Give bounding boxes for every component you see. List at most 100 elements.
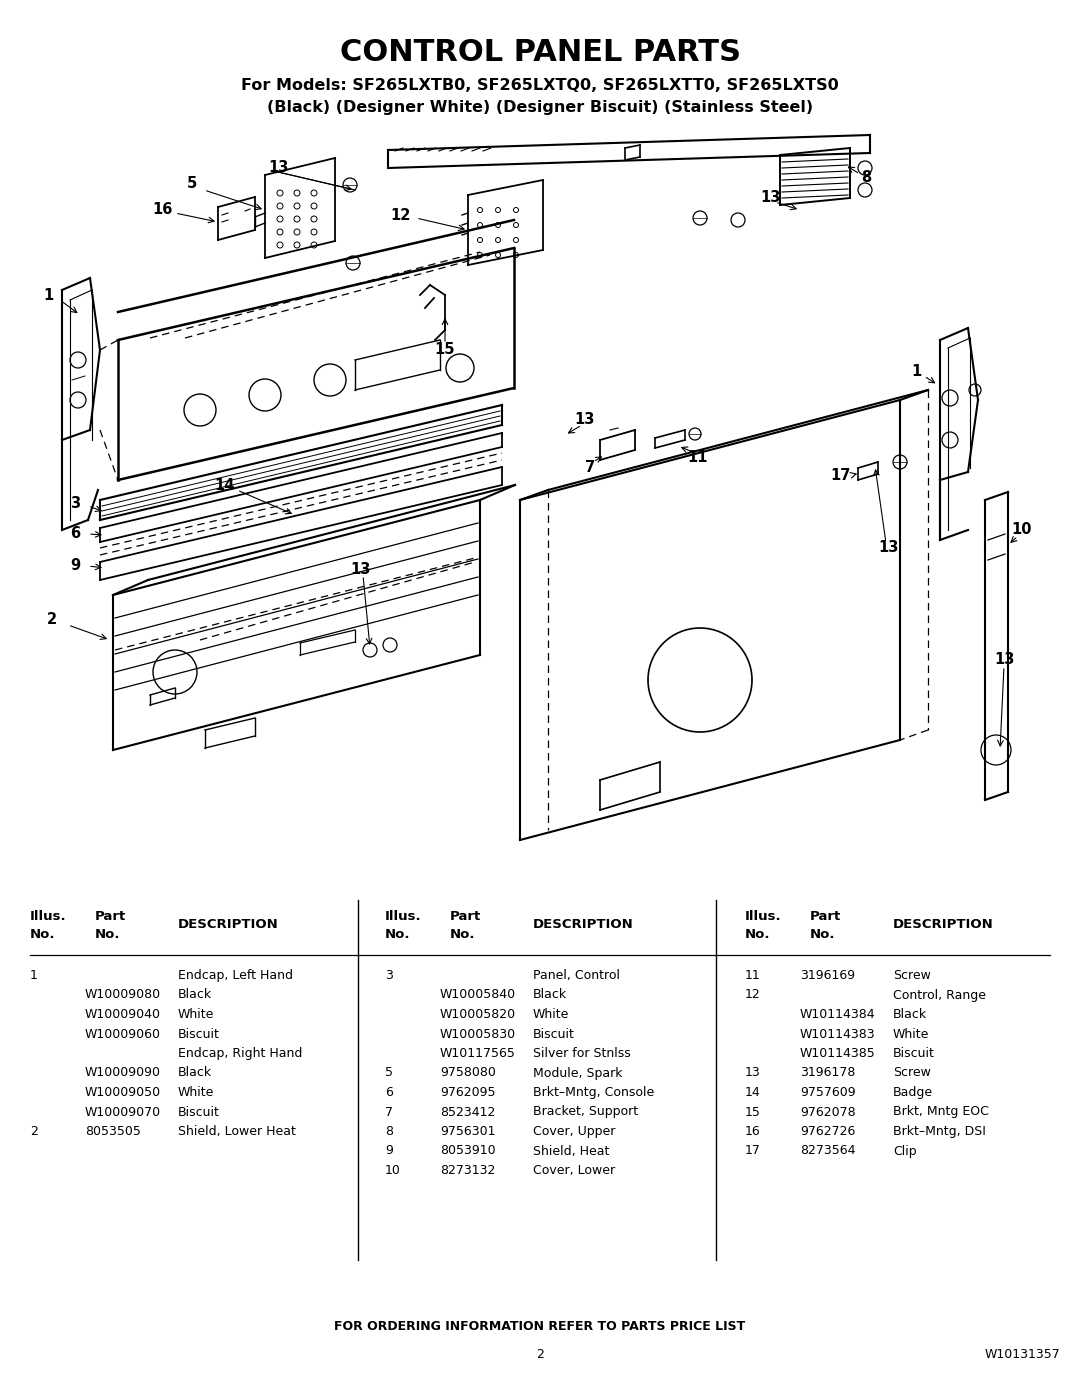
Text: 15: 15 — [435, 342, 456, 358]
Text: 13: 13 — [878, 541, 899, 556]
Text: 6: 6 — [70, 525, 80, 541]
Text: No.: No. — [30, 928, 55, 942]
Text: W10009070: W10009070 — [85, 1105, 161, 1119]
Text: 3196178: 3196178 — [800, 1066, 855, 1080]
Text: 13: 13 — [745, 1066, 760, 1080]
Text: W10114383: W10114383 — [800, 1028, 876, 1041]
Text: Screw: Screw — [893, 1066, 931, 1080]
Text: Part: Part — [810, 909, 841, 923]
Text: FOR ORDERING INFORMATION REFER TO PARTS PRICE LIST: FOR ORDERING INFORMATION REFER TO PARTS … — [335, 1320, 745, 1333]
Text: For Models: SF265LXTB0, SF265LXTQ0, SF265LXTT0, SF265LXTS0: For Models: SF265LXTB0, SF265LXTQ0, SF26… — [241, 78, 839, 94]
Text: W10009060: W10009060 — [85, 1028, 161, 1041]
Text: Black: Black — [178, 989, 212, 1002]
Text: 8053505: 8053505 — [85, 1125, 140, 1139]
Text: 3: 3 — [384, 970, 393, 982]
Text: W10131357: W10131357 — [984, 1348, 1059, 1361]
Text: No.: No. — [384, 928, 410, 942]
Text: 14: 14 — [215, 478, 235, 493]
Text: 10: 10 — [1012, 522, 1032, 538]
Text: 11: 11 — [688, 450, 708, 465]
Text: CONTROL PANEL PARTS: CONTROL PANEL PARTS — [339, 38, 741, 67]
Text: W10114384: W10114384 — [800, 1009, 876, 1021]
Text: No.: No. — [450, 928, 475, 942]
Text: Brkt–Mntg, DSI: Brkt–Mntg, DSI — [893, 1125, 986, 1139]
Text: Panel, Control: Panel, Control — [534, 970, 620, 982]
Text: DESCRIPTION: DESCRIPTION — [534, 918, 634, 930]
Text: 9: 9 — [70, 557, 80, 573]
Text: 8273132: 8273132 — [440, 1164, 496, 1178]
Text: 7: 7 — [384, 1105, 393, 1119]
Text: 17: 17 — [745, 1144, 761, 1158]
Text: 6: 6 — [384, 1085, 393, 1099]
Text: W10005820: W10005820 — [440, 1009, 516, 1021]
Text: 14: 14 — [745, 1085, 760, 1099]
Text: 9758080: 9758080 — [440, 1066, 496, 1080]
Text: DESCRIPTION: DESCRIPTION — [178, 918, 279, 930]
Text: No.: No. — [95, 928, 121, 942]
Text: Black: Black — [893, 1009, 927, 1021]
Text: 9762095: 9762095 — [440, 1085, 496, 1099]
Text: 2: 2 — [46, 612, 57, 627]
Text: 5: 5 — [187, 176, 198, 190]
Text: White: White — [534, 1009, 569, 1021]
Text: 11: 11 — [745, 970, 760, 982]
Text: 16: 16 — [152, 203, 172, 218]
Text: 15: 15 — [745, 1105, 761, 1119]
Text: Clip: Clip — [893, 1144, 917, 1158]
Text: W10009090: W10009090 — [85, 1066, 161, 1080]
Text: Biscuit: Biscuit — [178, 1105, 220, 1119]
Text: No.: No. — [810, 928, 836, 942]
Text: 13: 13 — [350, 563, 370, 577]
Text: 13: 13 — [268, 159, 288, 175]
Text: W10005830: W10005830 — [440, 1028, 516, 1041]
Text: Biscuit: Biscuit — [893, 1046, 935, 1060]
Text: W10009050: W10009050 — [85, 1085, 161, 1099]
Text: Black: Black — [178, 1066, 212, 1080]
Text: 8523412: 8523412 — [440, 1105, 496, 1119]
Text: Illus.: Illus. — [384, 909, 421, 923]
Text: 8273564: 8273564 — [800, 1144, 855, 1158]
Text: Part: Part — [450, 909, 482, 923]
Text: 2: 2 — [30, 1125, 38, 1139]
Text: White: White — [178, 1085, 214, 1099]
Text: 9762726: 9762726 — [800, 1125, 855, 1139]
Text: 9762078: 9762078 — [800, 1105, 855, 1119]
Text: Black: Black — [534, 989, 567, 1002]
Text: Cover, Upper: Cover, Upper — [534, 1125, 616, 1139]
Text: 12: 12 — [390, 208, 410, 222]
Text: 13: 13 — [573, 412, 594, 427]
Text: 16: 16 — [745, 1125, 760, 1139]
Text: DESCRIPTION: DESCRIPTION — [893, 918, 994, 930]
Text: 3: 3 — [70, 496, 80, 510]
Text: 13: 13 — [760, 190, 780, 205]
Text: Brkt, Mntg EOC: Brkt, Mntg EOC — [893, 1105, 989, 1119]
Text: 9: 9 — [384, 1144, 393, 1158]
Text: 2: 2 — [536, 1348, 544, 1361]
Text: W10009040: W10009040 — [85, 1009, 161, 1021]
Text: Biscuit: Biscuit — [534, 1028, 575, 1041]
Text: Silver for Stnlss: Silver for Stnlss — [534, 1046, 631, 1060]
Text: No.: No. — [745, 928, 770, 942]
Text: 1: 1 — [43, 288, 53, 303]
Text: Shield, Heat: Shield, Heat — [534, 1144, 609, 1158]
Text: Illus.: Illus. — [30, 909, 67, 923]
Text: 5: 5 — [384, 1066, 393, 1080]
Text: Cover, Lower: Cover, Lower — [534, 1164, 616, 1178]
Text: Control, Range: Control, Range — [893, 989, 986, 1002]
Text: 1: 1 — [910, 365, 921, 380]
Text: Part: Part — [95, 909, 126, 923]
Text: 12: 12 — [745, 989, 760, 1002]
Text: 8: 8 — [384, 1125, 393, 1139]
Text: Biscuit: Biscuit — [178, 1028, 220, 1041]
Text: Shield, Lower Heat: Shield, Lower Heat — [178, 1125, 296, 1139]
Text: 9757609: 9757609 — [800, 1085, 855, 1099]
Text: White: White — [893, 1028, 930, 1041]
Text: Module, Spark: Module, Spark — [534, 1066, 622, 1080]
Text: 7: 7 — [585, 460, 595, 475]
Text: Illus.: Illus. — [745, 909, 782, 923]
Text: 9756301: 9756301 — [440, 1125, 496, 1139]
Text: 1: 1 — [30, 970, 38, 982]
Text: 3196169: 3196169 — [800, 970, 855, 982]
Text: White: White — [178, 1009, 214, 1021]
Text: Screw: Screw — [893, 970, 931, 982]
